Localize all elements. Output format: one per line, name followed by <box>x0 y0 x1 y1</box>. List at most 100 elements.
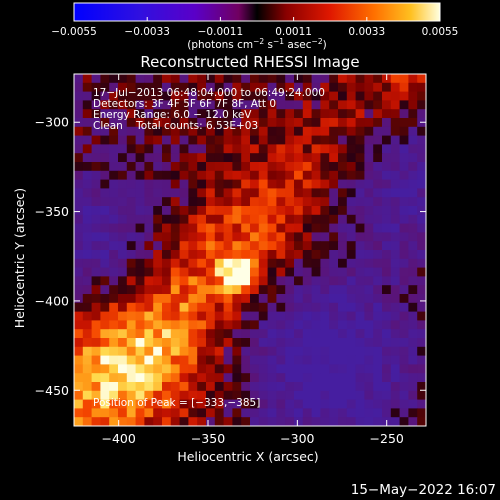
heatmap-pixel <box>206 346 216 357</box>
heatmap-pixel <box>382 179 392 189</box>
heatmap-pixel <box>276 364 286 374</box>
heatmap-pixel <box>162 74 172 84</box>
heatmap-pixel <box>408 285 418 295</box>
heatmap-pixel <box>355 364 365 374</box>
heatmap-pixel <box>355 91 365 101</box>
heatmap-pixel <box>276 346 286 357</box>
heatmap-pixel <box>82 179 93 189</box>
heatmap-pixel <box>276 179 286 189</box>
heatmap-pixel <box>355 179 365 189</box>
heatmap-pixel <box>302 144 313 154</box>
heatmap-pixel <box>109 302 119 313</box>
heatmap-pixel <box>179 276 189 286</box>
heatmap-pixel <box>74 320 84 330</box>
heatmap-pixel <box>153 302 163 313</box>
heatmap-pixel <box>179 126 189 137</box>
heatmap-pixel <box>373 276 383 286</box>
heatmap-pixel <box>285 179 295 189</box>
heatmap-pixel <box>355 197 365 207</box>
heatmap-pixel <box>188 382 198 392</box>
heatmap-pixel <box>355 311 365 321</box>
heatmap-pixel <box>144 162 154 172</box>
heatmap-pixel <box>267 276 277 286</box>
heatmap-pixel <box>126 258 137 269</box>
heatmap-pixel <box>82 232 93 242</box>
heatmap-pixel <box>294 417 304 426</box>
heatmap-pixel <box>162 118 172 128</box>
heatmap-pixel <box>223 417 233 426</box>
heatmap-pixel <box>294 258 304 269</box>
heatmap-pixel <box>373 188 383 198</box>
heatmap-pixel <box>399 223 409 233</box>
annotation-energy-range: Energy Range: 6.0 − 12.0 keV <box>93 109 252 121</box>
heatmap-pixel <box>153 126 163 137</box>
heatmap-pixel <box>82 188 93 198</box>
heatmap-pixel <box>109 144 119 154</box>
heatmap-pixel <box>241 294 251 304</box>
heatmap-pixel <box>170 118 181 128</box>
heatmap-pixel <box>417 135 426 145</box>
heatmap-pixel <box>311 241 321 251</box>
heatmap-pixel <box>302 74 313 84</box>
heatmap-pixel <box>329 197 339 207</box>
heatmap-pixel <box>126 223 137 233</box>
heatmap-pixel <box>267 285 277 295</box>
heatmap-pixel <box>417 346 426 357</box>
heatmap-pixel <box>82 285 93 295</box>
heatmap-pixel <box>144 276 154 286</box>
heatmap-pixel <box>417 250 426 260</box>
heatmap-pixel <box>214 311 225 321</box>
heatmap-pixel <box>417 153 426 163</box>
heatmap-pixel <box>135 276 145 286</box>
heatmap-pixel <box>100 399 110 409</box>
heatmap-pixel <box>399 390 409 401</box>
heatmap-pixel <box>118 232 128 242</box>
heatmap-pixel <box>373 162 383 172</box>
heatmap-pixel <box>399 153 409 163</box>
heatmap-pixel <box>223 258 233 269</box>
heatmap-pixel <box>162 408 172 418</box>
heatmap-pixel <box>408 100 418 110</box>
heatmap-pixel <box>320 276 330 286</box>
heatmap-pixel <box>320 100 330 110</box>
heatmap-pixel <box>346 153 357 163</box>
heatmap-pixel <box>109 197 119 207</box>
heatmap-pixel <box>338 214 348 225</box>
heatmap-pixel <box>250 276 260 286</box>
heatmap-pixel <box>82 162 93 172</box>
heatmap-pixel <box>223 118 233 128</box>
heatmap-pixel <box>153 382 163 392</box>
heatmap-pixel <box>408 206 418 216</box>
heatmap-pixel <box>197 329 207 339</box>
heatmap-pixel <box>355 206 365 216</box>
heatmap-pixel <box>329 162 339 172</box>
heatmap-pixel <box>250 126 260 137</box>
heatmap-pixel <box>223 390 233 401</box>
heatmap-pixel <box>320 91 330 101</box>
heatmap-pixel <box>241 188 251 198</box>
heatmap-pixel <box>258 144 269 154</box>
heatmap-pixel <box>118 311 128 321</box>
heatmap-pixel <box>364 417 374 426</box>
heatmap-pixel <box>118 250 128 260</box>
heatmap-pixel <box>206 311 216 321</box>
heatmap-pixel <box>170 188 181 198</box>
heatmap-pixel <box>390 382 401 392</box>
heatmap-pixel <box>232 267 242 277</box>
heatmap-pixel <box>338 135 348 145</box>
heatmap-pixel <box>74 250 84 260</box>
heatmap-pixel <box>346 241 357 251</box>
heatmap-pixel <box>91 109 101 119</box>
heatmap-pixel <box>390 188 401 198</box>
heatmap-pixel <box>311 206 321 216</box>
heatmap-pixel <box>276 100 286 110</box>
heatmap-pixel <box>250 153 260 163</box>
heatmap-pixel <box>250 346 260 357</box>
heatmap-pixel <box>285 109 295 119</box>
heatmap-pixel <box>82 408 93 418</box>
heatmap-pixel <box>258 399 269 409</box>
heatmap-pixel <box>206 250 216 260</box>
heatmap-pixel <box>258 162 269 172</box>
heatmap-pixel <box>320 320 330 330</box>
heatmap-pixel <box>285 214 295 225</box>
